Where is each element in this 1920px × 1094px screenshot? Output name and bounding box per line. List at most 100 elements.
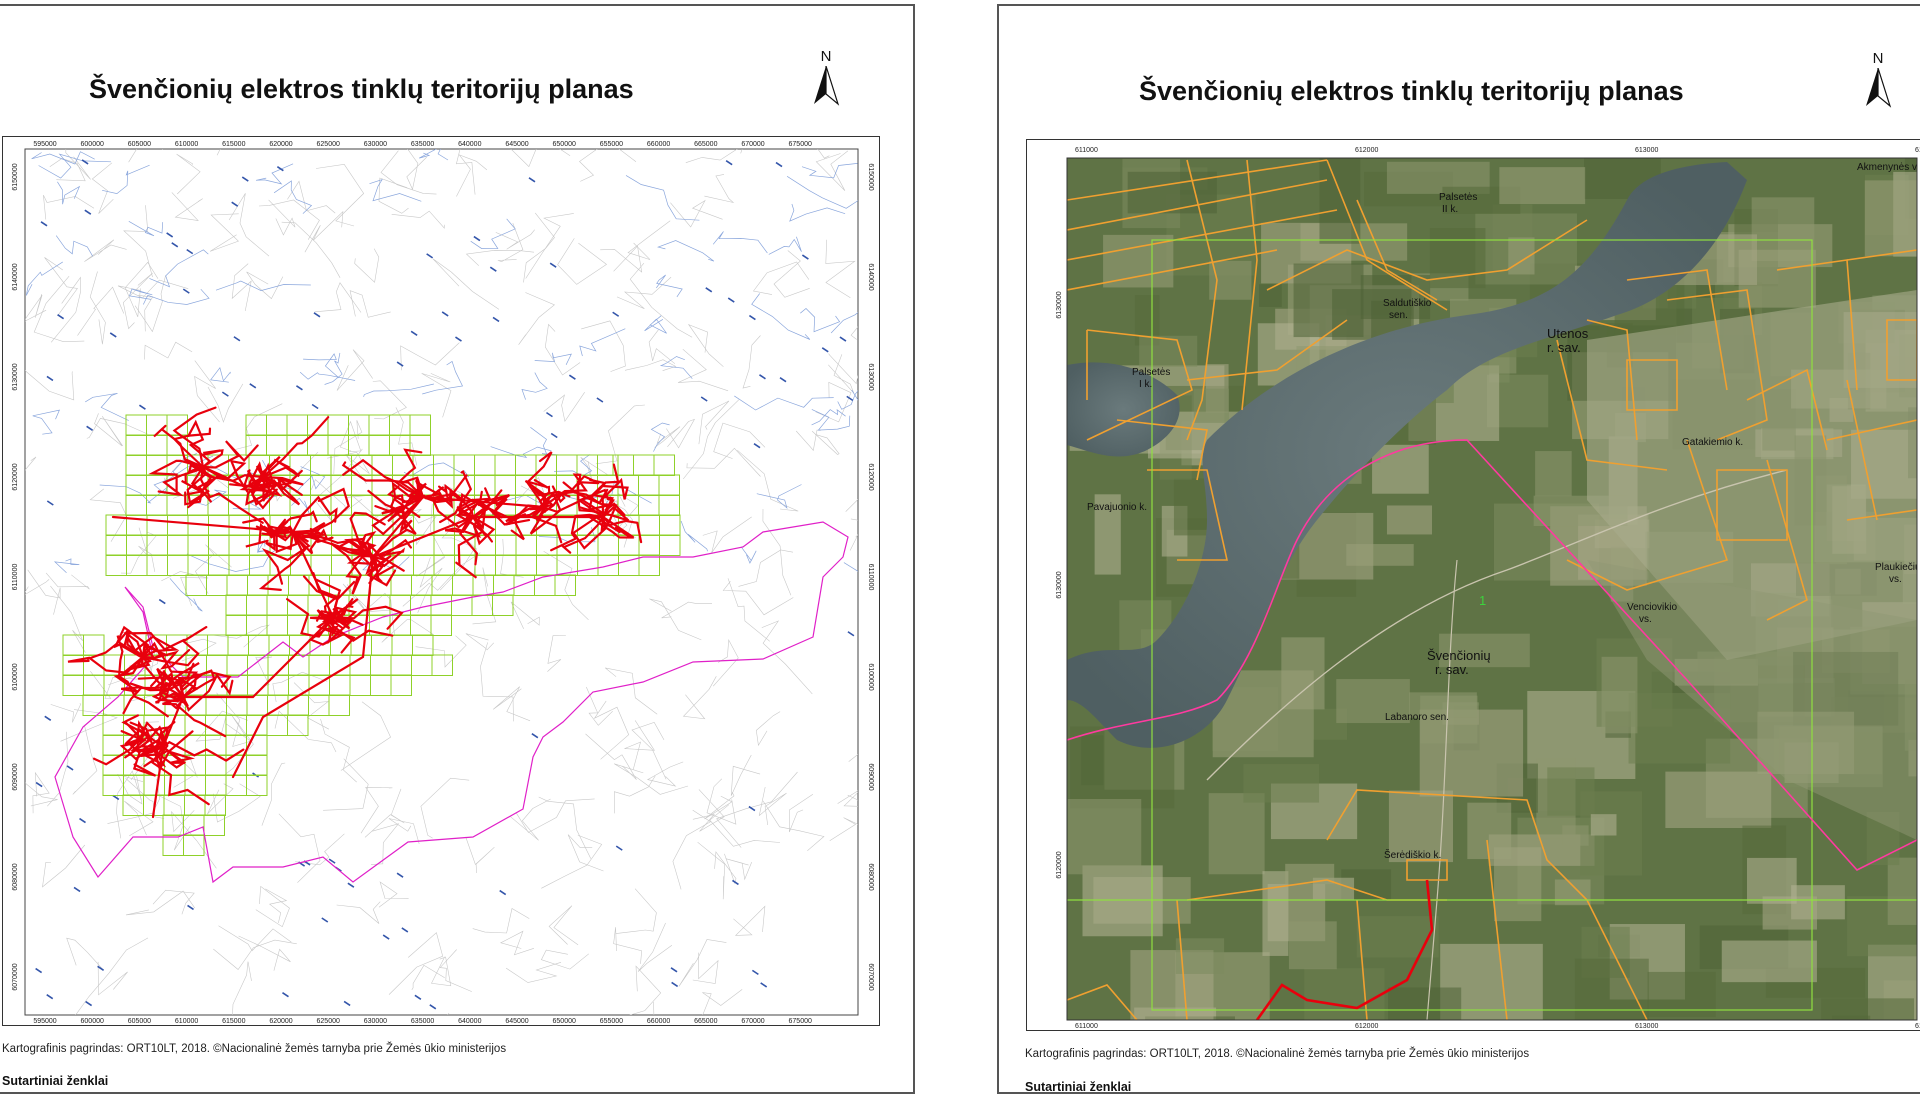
- place-label: Saldutiškio: [1383, 298, 1432, 309]
- x-tick-label: 665000: [694, 1018, 717, 1025]
- y-tick-label: 6150000: [867, 163, 874, 190]
- right-credit: Kartografinis pagrindas: ORT10LT, 2018. …: [1025, 1048, 1530, 1060]
- x-tick-label: 615000: [222, 141, 245, 148]
- x-tick-label: 625000: [317, 1018, 340, 1025]
- y-tick-label: 6070000: [867, 963, 874, 990]
- left-north-arrow: N: [808, 48, 844, 118]
- x-tick-label: 630000: [364, 141, 387, 148]
- x-tick-label: 635000: [411, 141, 434, 148]
- y-tick-label: 6100000: [12, 663, 19, 690]
- y-tick-label: 6130000: [12, 363, 19, 390]
- place-label: Utenos: [1547, 326, 1589, 341]
- place-label: vs.: [1889, 574, 1902, 585]
- x-tick-label: 595000: [33, 1018, 56, 1025]
- y-tick-label: 6130000: [867, 363, 874, 390]
- left-map-title: Švenčionių elektros tinklų teritorijų pl…: [89, 74, 634, 104]
- x-tick-label: 600000: [81, 1018, 104, 1025]
- x-tick-label: 620000: [269, 141, 292, 148]
- y-tick-label: 6110000: [12, 564, 19, 591]
- municipality-boundary: [1067, 439, 1917, 871]
- y-tick-label: 6100000: [867, 663, 874, 690]
- x-tick-label: 655000: [600, 1018, 623, 1025]
- place-label: r. sav.: [1435, 662, 1469, 677]
- place-label: Plaukiečių: [1875, 562, 1920, 573]
- y-tick-label: 6140000: [12, 263, 19, 290]
- x-tick-label: 670000: [741, 141, 764, 148]
- y-tick-label: 6080000: [12, 863, 19, 890]
- left-map-frame[interactable]: 595000 600000 605000 610000 615000 620000 6250…: [2, 136, 880, 1026]
- x-tick-label: 600000: [81, 141, 104, 148]
- x-tick-label: 655000: [600, 141, 623, 148]
- north-label: N: [1872, 50, 1884, 67]
- x-tick-label: 614000: [1915, 1023, 1920, 1030]
- north-arrow-icon: [814, 66, 840, 106]
- right-map-title: Švenčionių elektros tinklų teritorijų pl…: [1139, 76, 1684, 106]
- x-tick-label: 650000: [553, 1018, 576, 1025]
- x-tick-label: 660000: [647, 141, 670, 148]
- right-map-frame[interactable]: Akmenynės vs. Palsetės II k. Saldutiškio sen…: [1026, 139, 1920, 1031]
- place-label: Palsetės: [1439, 192, 1477, 203]
- y-tick-label: 6120000: [1056, 851, 1063, 878]
- x-tick-label: 611000: [1075, 147, 1098, 154]
- y-tick-label: 6140000: [867, 263, 874, 290]
- x-tick-label: 670000: [741, 1018, 764, 1025]
- place-label: Venciovikio: [1627, 602, 1677, 613]
- x-tick-label: 650000: [553, 141, 576, 148]
- place-label: Gatakiemio k.: [1682, 437, 1743, 448]
- x-tick-label: 610000: [175, 141, 198, 148]
- district-boundary: [54, 521, 849, 884]
- x-tick-label: 635000: [411, 1018, 434, 1025]
- x-tick-label: 665000: [694, 141, 717, 148]
- place-label: I k.: [1139, 379, 1152, 390]
- y-tick-label: 6070000: [12, 963, 19, 990]
- y-tick-label: 6080000: [867, 863, 874, 890]
- x-tick-label: 613000: [1635, 1023, 1658, 1030]
- x-tick-label: 630000: [364, 1018, 387, 1025]
- north-label: N: [820, 48, 832, 65]
- x-tick-label: 610000: [175, 1018, 198, 1025]
- x-tick-label: 611000: [1075, 1023, 1098, 1030]
- x-tick-label: 645000: [505, 141, 528, 148]
- y-tick-label: 6130000: [1056, 291, 1063, 318]
- x-tick-label: 605000: [128, 141, 151, 148]
- x-tick-label: 660000: [647, 1018, 670, 1025]
- x-tick-label: 620000: [269, 1018, 292, 1025]
- left-legend-title: Sutartiniai ženklai: [2, 1074, 109, 1088]
- right-legend-title: Sutartiniai ženklai: [1025, 1080, 1132, 1094]
- x-tick-label: 605000: [128, 1018, 151, 1025]
- sheet-number: 1: [1479, 593, 1486, 608]
- x-tick-label: 645000: [505, 1018, 528, 1025]
- x-tick-label: 595000: [33, 141, 56, 148]
- place-label: Pavajuonio k.: [1087, 502, 1147, 513]
- x-tick-label: 612000: [1355, 1023, 1378, 1030]
- y-tick-label: 6130000: [1056, 571, 1063, 598]
- place-label: II k.: [1442, 204, 1458, 215]
- lake-main: [1067, 162, 1747, 748]
- place-label: Akmenynės vs.: [1857, 162, 1920, 173]
- y-tick-label: 6090000: [867, 763, 874, 790]
- place-label: Labanoro sen.: [1385, 712, 1449, 723]
- right-map-sheet: Švenčionių elektros tinklų teritorijų pl…: [997, 4, 1920, 1094]
- y-tick-label: 6110000: [867, 564, 874, 591]
- left-credit: Kartografinis pagrindas: ORT10LT, 2018. …: [2, 1043, 507, 1055]
- x-tick-label: 613000: [1635, 147, 1658, 154]
- left-map-sheet: Švenčionių elektros tinklų teritorijų pl…: [0, 4, 915, 1094]
- y-tick-label: 6090000: [12, 763, 19, 790]
- x-tick-label: 612000: [1355, 147, 1378, 154]
- overview-map[interactable]: 595000 600000 605000 610000 615000 620000 6250…: [3, 137, 879, 1025]
- x-tick-label: 615000: [222, 1018, 245, 1025]
- x-tick-label: 675000: [789, 1018, 812, 1025]
- place-label: sen.: [1389, 310, 1408, 321]
- place-label: r. sav.: [1547, 340, 1581, 355]
- x-tick-label: 625000: [317, 141, 340, 148]
- power-line: [1255, 879, 1434, 1020]
- place-label: vs.: [1639, 614, 1652, 625]
- x-tick-label: 675000: [789, 141, 812, 148]
- x-tick-label: 614000: [1915, 147, 1920, 154]
- y-tick-label: 6120000: [12, 463, 19, 490]
- place-label: Švenčionių: [1427, 648, 1491, 663]
- right-north-arrow: N: [1860, 50, 1896, 120]
- place-label: Šerėdiškio k.: [1384, 848, 1441, 861]
- y-tick-label: 6120000: [867, 463, 874, 490]
